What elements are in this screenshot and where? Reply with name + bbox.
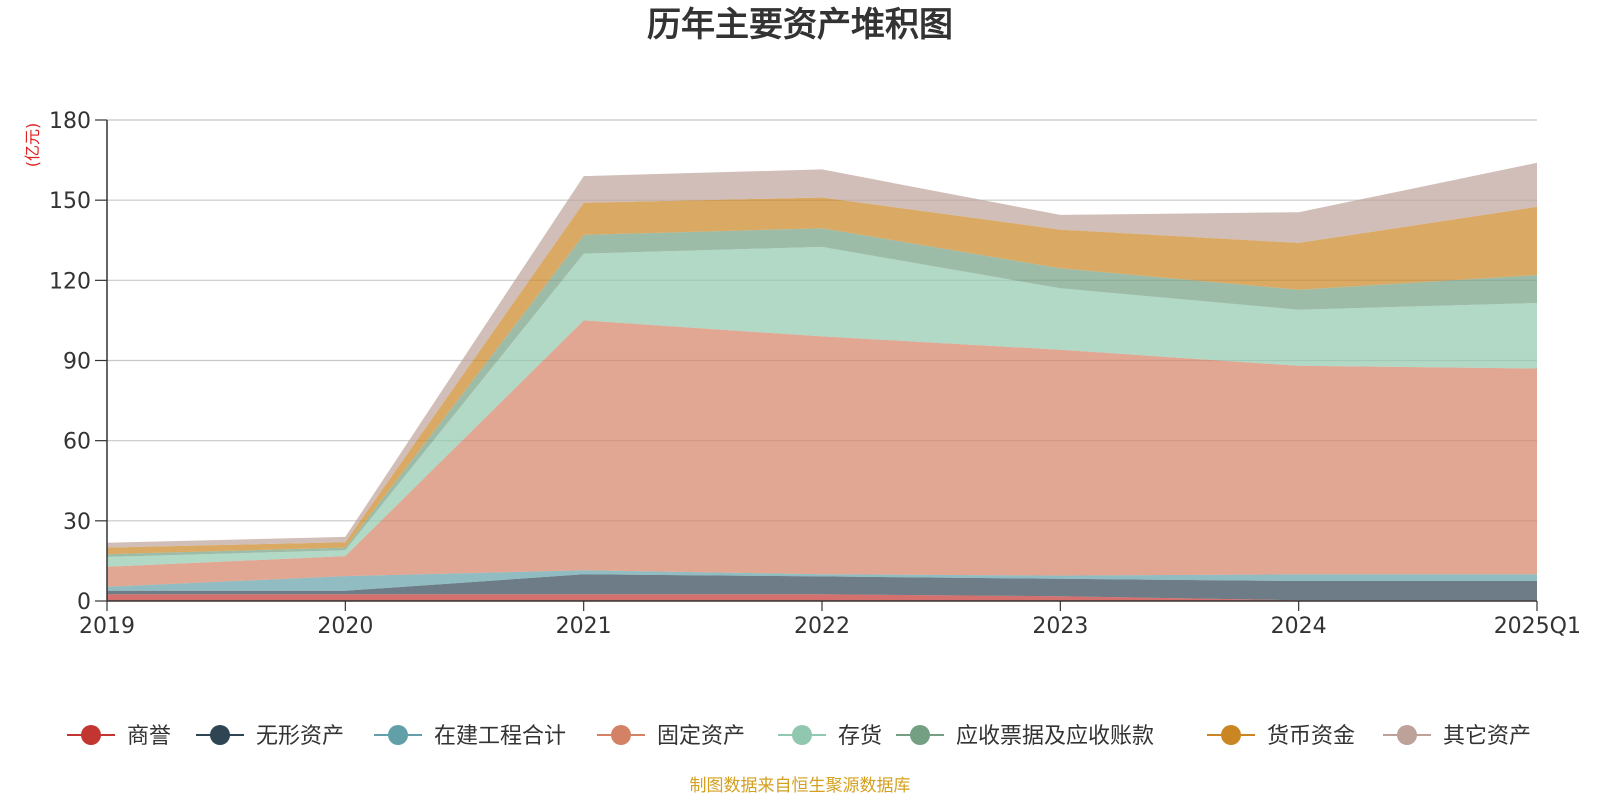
y-tick-label: 90 bbox=[63, 350, 91, 375]
area-货币资金 bbox=[107, 197, 1537, 555]
y-tick-label: 120 bbox=[49, 269, 91, 294]
legend-marker bbox=[1221, 725, 1241, 745]
area-固定资产 bbox=[107, 320, 1537, 587]
legend-label: 商誉 bbox=[127, 724, 171, 749]
area-商誉 bbox=[107, 594, 1537, 601]
legend-marker bbox=[210, 725, 230, 745]
legend-marker bbox=[792, 725, 812, 745]
area-存货 bbox=[107, 246, 1537, 567]
legend-marker bbox=[611, 725, 631, 745]
legend-marker bbox=[910, 725, 930, 745]
legend-item[interactable]: 应收票据及应收账款 bbox=[896, 724, 1154, 749]
area-series bbox=[107, 162, 1537, 601]
area-无形资产 bbox=[107, 574, 1537, 601]
x-tick-labels: 2019 2020 2021 2022 2023 2024 2025Q1 bbox=[79, 601, 1581, 639]
y-tick-label: 60 bbox=[63, 430, 91, 455]
y-axis-unit-label: (亿元) bbox=[23, 123, 42, 168]
chart-title: 历年主要资产堆积图 bbox=[647, 5, 953, 45]
x-tick-label: 2025Q1 bbox=[1494, 614, 1581, 639]
x-tick-label: 2021 bbox=[556, 614, 612, 639]
legend-label: 应收票据及应收账款 bbox=[956, 724, 1154, 749]
legend-item[interactable]: 无形资产 bbox=[196, 724, 344, 749]
legend-marker bbox=[81, 725, 101, 745]
y-tick-labels: 0 30 60 90 120 150 180 bbox=[49, 109, 107, 615]
y-tick-label: 180 bbox=[49, 109, 91, 134]
x-tick-label: 2019 bbox=[79, 614, 135, 639]
legend: 商誉 无形资产 在建工程合计 固定资产 存货 应收票据及应收账款 货币资金 其它资产 bbox=[67, 724, 1531, 749]
y-tick-label: 30 bbox=[63, 510, 91, 535]
data-source-note: 制图数据来自恒生聚源数据库 bbox=[690, 776, 911, 796]
legend-item[interactable]: 存货 bbox=[778, 724, 882, 749]
legend-label: 固定资产 bbox=[657, 724, 745, 749]
x-tick-label: 2023 bbox=[1032, 614, 1088, 639]
x-tick-label: 2020 bbox=[317, 614, 373, 639]
x-tick-label: 2024 bbox=[1271, 614, 1327, 639]
y-tick-label: 0 bbox=[77, 590, 91, 615]
legend-item[interactable]: 商誉 bbox=[67, 724, 171, 749]
x-tick-label: 2022 bbox=[794, 614, 850, 639]
legend-marker bbox=[1397, 725, 1417, 745]
legend-item[interactable]: 其它资产 bbox=[1383, 724, 1531, 749]
legend-item[interactable]: 固定资产 bbox=[597, 724, 745, 749]
area-在建工程合计 bbox=[107, 570, 1537, 591]
legend-marker bbox=[388, 725, 408, 745]
area-其它资产 bbox=[107, 162, 1537, 548]
legend-item[interactable]: 货币资金 bbox=[1207, 724, 1355, 749]
legend-item[interactable]: 在建工程合计 bbox=[374, 724, 566, 749]
y-tick-label: 150 bbox=[49, 189, 91, 214]
legend-label: 存货 bbox=[838, 724, 882, 749]
legend-label: 其它资产 bbox=[1443, 724, 1531, 749]
legend-label: 货币资金 bbox=[1267, 724, 1355, 749]
legend-label: 在建工程合计 bbox=[434, 724, 566, 749]
legend-label: 无形资产 bbox=[256, 724, 344, 749]
